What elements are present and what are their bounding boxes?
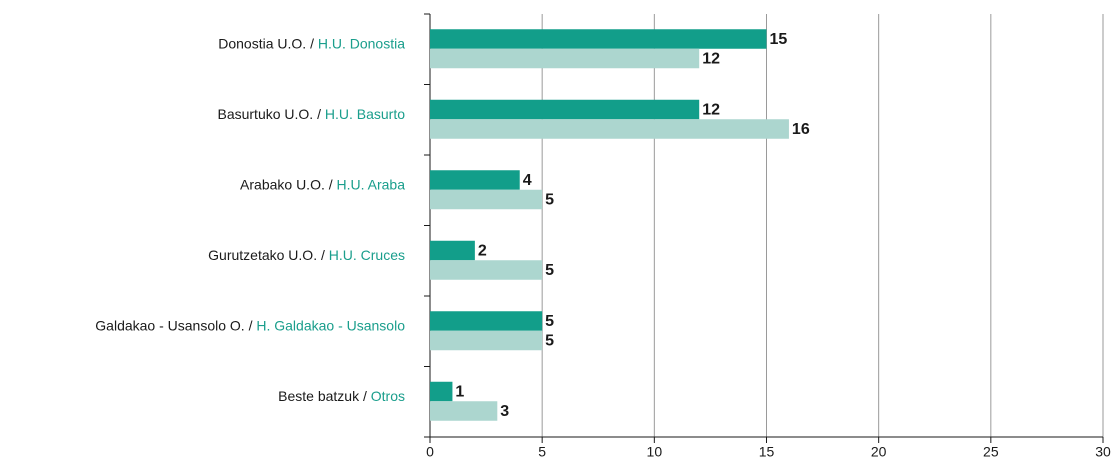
category-label-part: H.U. Araba xyxy=(337,176,406,192)
category-label: Donostia U.O. / H.U. Donostia xyxy=(218,35,405,51)
value-label: 5 xyxy=(545,262,554,279)
bar xyxy=(430,48,700,69)
value-label: 12 xyxy=(702,51,720,68)
value-label: 2 xyxy=(478,243,487,260)
x-tick-label: 5 xyxy=(538,444,546,460)
bar xyxy=(430,381,453,402)
category-label-part: Donostia U.O. / xyxy=(218,35,318,51)
category-label-part: H.U. Cruces xyxy=(329,246,405,262)
x-tick-label: 10 xyxy=(647,444,663,460)
value-label: 5 xyxy=(545,333,554,350)
bar xyxy=(430,311,543,331)
value-label: 5 xyxy=(545,313,554,330)
category-label: Beste batzuk / Otros xyxy=(278,387,405,403)
category-label: Gurutzetako U.O. / H.U. Cruces xyxy=(208,246,405,262)
value-label: 16 xyxy=(792,121,810,138)
category-label-part: H.U. Donostia xyxy=(318,35,405,51)
x-tick-label: 25 xyxy=(983,444,999,460)
x-tick-label: 20 xyxy=(871,444,887,460)
bar xyxy=(430,119,789,139)
value-label: 5 xyxy=(545,192,554,209)
bar xyxy=(430,401,498,421)
category-label-part: Arabako U.O. / xyxy=(240,176,336,192)
category-label-part: Beste batzuk / xyxy=(278,387,371,403)
bar xyxy=(430,99,700,120)
category-label: Arabako U.O. / H.U. Araba xyxy=(240,176,405,192)
x-tick-label: 30 xyxy=(1095,444,1111,460)
category-label: Basurtuko U.O. / H.U. Basurto xyxy=(217,105,405,121)
value-label: 4 xyxy=(523,172,532,189)
category-label-part: Galdakao - Usansolo O. / xyxy=(95,317,256,333)
value-label: 1 xyxy=(455,384,464,401)
category-label-part: Basurtuko U.O. / xyxy=(217,105,324,121)
x-tick-label: 15 xyxy=(759,444,775,460)
category-label: Galdakao - Usansolo O. / H. Galdakao - U… xyxy=(95,317,405,333)
bar xyxy=(430,330,543,351)
category-label-part: Otros xyxy=(371,387,405,403)
category-label-part: H. Galdakao - Usansolo xyxy=(256,317,405,333)
bar xyxy=(430,260,543,280)
bar xyxy=(430,29,767,49)
category-label-part: H.U. Basurto xyxy=(325,105,405,121)
value-label: 15 xyxy=(770,31,788,48)
category-label-part: Gurutzetako U.O. / xyxy=(208,246,329,262)
value-label: 12 xyxy=(702,102,720,119)
bar xyxy=(430,170,520,190)
bar xyxy=(430,240,475,261)
x-tick-label: 0 xyxy=(426,444,434,460)
value-label: 3 xyxy=(500,403,509,420)
bar xyxy=(430,189,543,210)
